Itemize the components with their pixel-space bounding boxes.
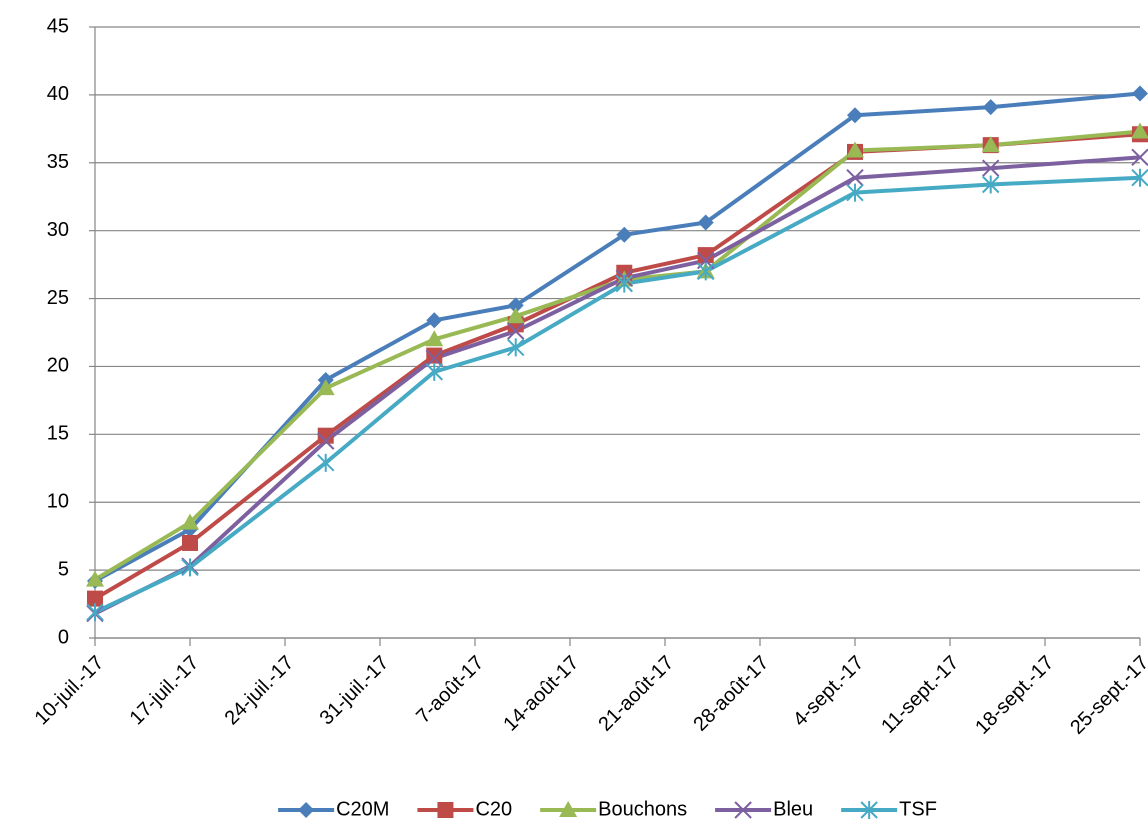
y-tick-label: 20 [47,355,69,377]
marker [87,590,103,607]
y-tick-label: 30 [47,219,69,241]
marker [734,801,752,819]
legend-label: C20M [336,798,389,820]
legend-label: Bouchons [598,798,687,820]
marker [697,247,714,264]
marker [86,603,104,622]
y-tick-label: 35 [47,151,69,173]
y-tick-label: 45 [47,15,69,37]
marker [506,307,525,324]
x-tick-label: 25-sept.-17 [1066,652,1148,739]
legend-label: Bleu [773,798,813,820]
x-tick-label: 4-sept.-17 [789,652,868,731]
marker [1132,85,1148,102]
marker [507,297,524,314]
marker [181,558,199,577]
marker [982,159,1000,177]
marker [86,570,104,587]
marker [317,432,335,450]
y-tick-label: 10 [47,491,69,513]
marker [437,802,454,818]
y-tick-label: 5 [58,558,69,580]
x-tick-label: 21-août-17 [594,652,678,736]
series-line [94,175,1141,615]
series-line [94,155,1141,616]
marker [182,534,198,551]
marker [1131,122,1148,139]
marker [425,362,443,381]
marker [181,513,199,530]
x-tick-label: 17-juil.-17 [126,652,204,730]
x-tick-label: 28-août-17 [689,652,773,736]
marker [697,262,715,281]
marker [317,453,335,472]
marker [316,379,335,396]
marker [847,107,863,124]
y-tick-label: 25 [47,287,69,309]
marker [860,801,878,819]
x-tick-label: 11-sept.-17 [877,652,963,738]
x-tick-label: 7-août-17 [412,652,488,728]
marker [846,169,864,187]
marker [1131,148,1148,167]
marker [846,183,864,202]
marker [425,349,443,368]
marker [616,226,633,243]
series-line [93,129,1141,582]
x-tick-label: 24-juil.-17 [221,652,299,730]
marker [846,141,864,158]
x-tick-label: 18-sept.-17 [971,652,1058,739]
marker [982,175,1000,194]
marker [982,99,999,116]
marker [507,322,525,340]
legend-label: TSF [899,798,937,820]
marker [425,330,444,347]
y-tick-label: 15 [47,423,69,445]
x-tick-label: 31-juil.-17 [316,652,394,730]
marker [426,312,443,329]
marker [317,427,334,444]
marker [426,347,443,364]
marker [1131,168,1148,187]
x-tick-label: 14-août-17 [499,652,583,736]
marker [507,338,525,357]
x-tick-label: 10-juil.-17 [31,652,109,730]
y-tick-label: 40 [47,83,69,105]
marker [559,801,578,817]
marker [697,214,714,231]
legend: C20M C20 Bouchons Bleu TSF [278,798,937,820]
y-tick-label: 0 [58,626,69,648]
legend-label: C20 [475,798,512,820]
marker [298,802,315,818]
marker [615,274,633,293]
marker [981,136,1000,153]
